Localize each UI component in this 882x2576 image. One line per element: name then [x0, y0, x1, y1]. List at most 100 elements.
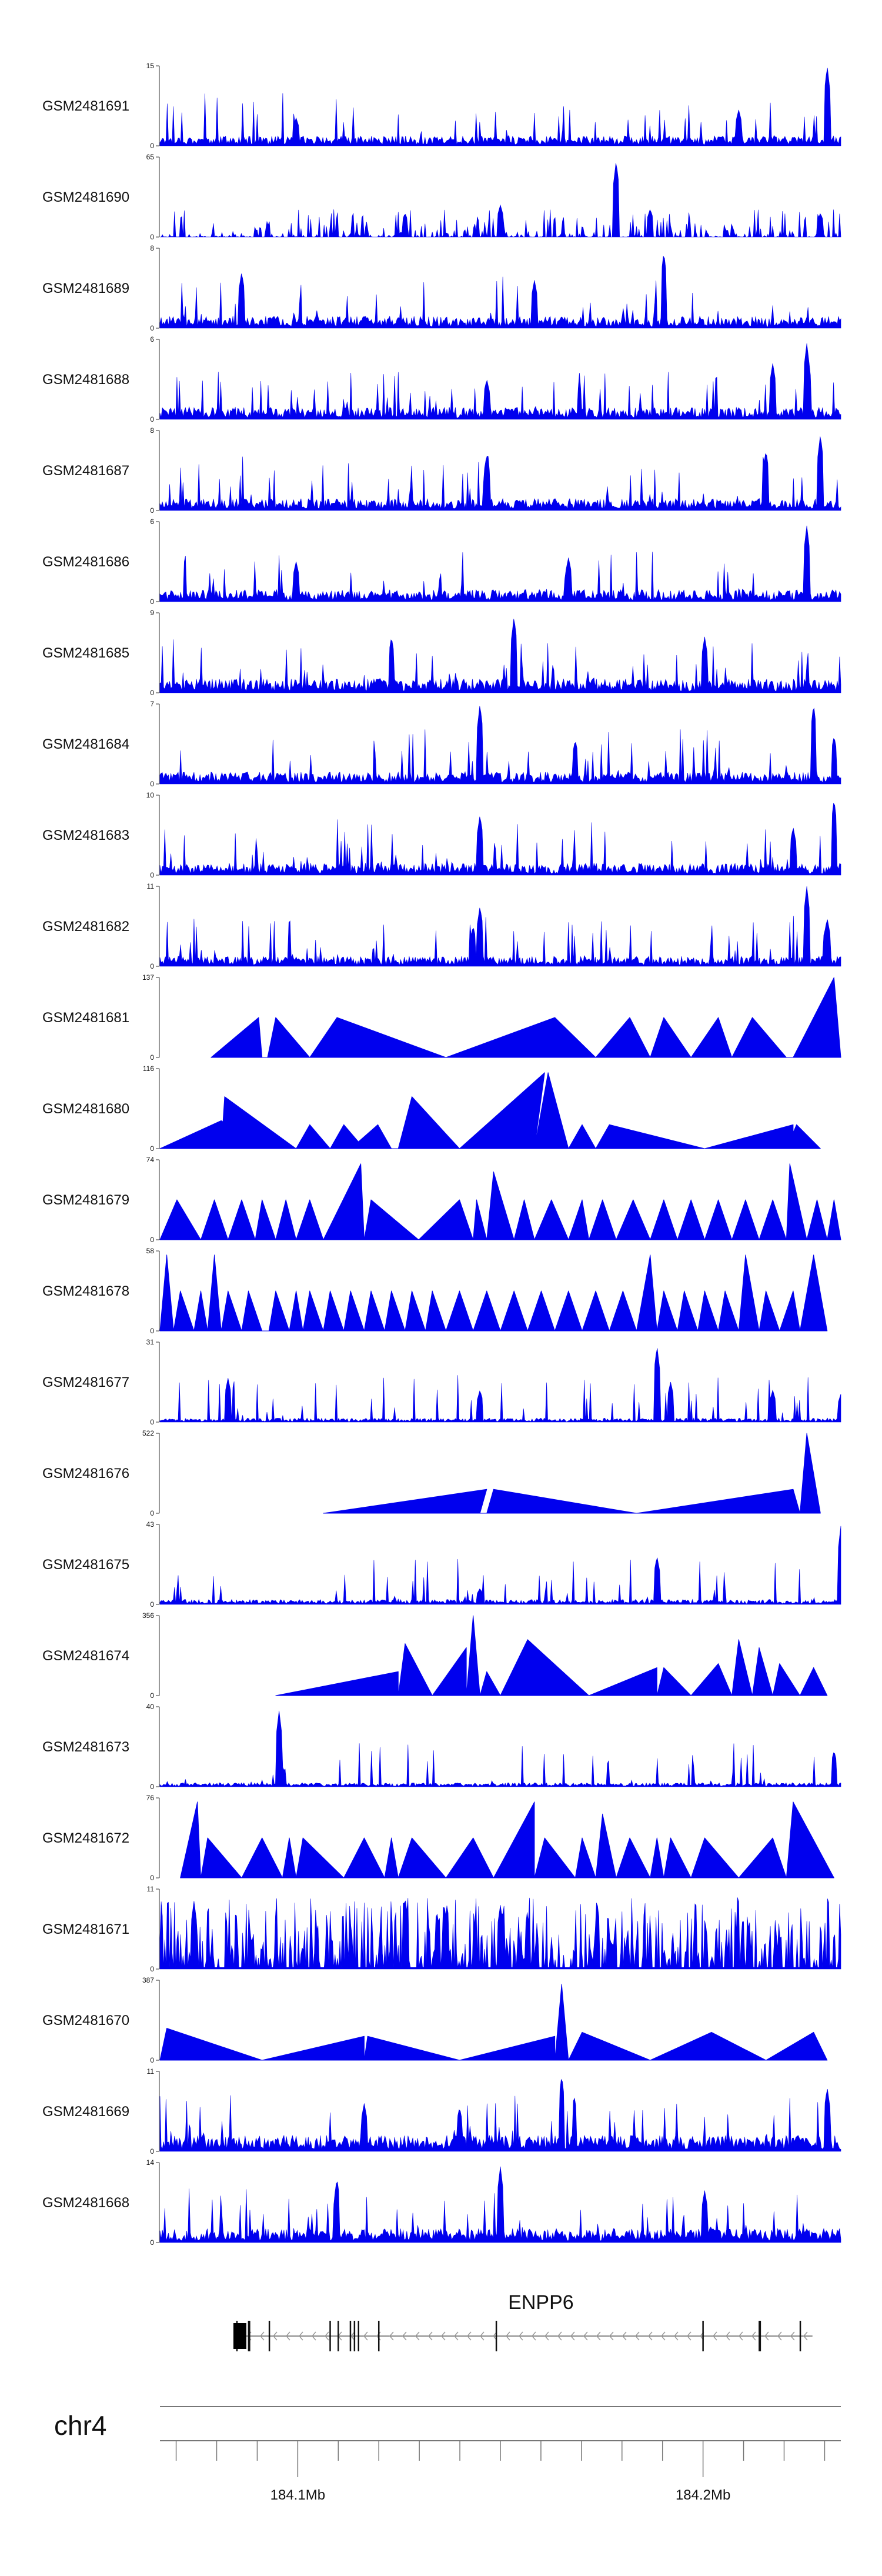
coverage-area	[159, 1163, 841, 1240]
y-min-label: 0	[150, 2147, 154, 2155]
y-max-label: 116	[143, 1065, 154, 1073]
coverage-area	[159, 1710, 841, 1787]
y-max-label: 10	[146, 791, 155, 799]
track-label: GSM2481673	[42, 1739, 129, 1755]
y-max-label: 137	[142, 973, 154, 982]
chromosome-label: chr4	[54, 2410, 106, 2441]
coverage-area	[159, 1254, 828, 1332]
y-max-label: 8	[150, 244, 154, 252]
strand-arrow	[415, 2331, 420, 2341]
track-GSM2481686: GSM2481686 6 0	[42, 518, 841, 606]
strand-arrow	[790, 2331, 795, 2341]
track-label: GSM2481670	[42, 2013, 129, 2028]
y-min-label: 0	[150, 324, 154, 332]
coverage-area	[159, 1526, 841, 1605]
y-min-label: 0	[150, 2056, 154, 2064]
x-tick-label: 184.1Mb	[270, 2487, 325, 2503]
track-GSM2481689: GSM2481689 8 0	[42, 244, 841, 332]
y-max-label: 65	[146, 153, 155, 161]
y-max-label: 8	[150, 426, 154, 435]
coverage-area	[159, 68, 841, 146]
y-min-label: 0	[150, 598, 154, 606]
strand-arrow	[272, 2331, 278, 2341]
strand-arrow	[764, 2331, 769, 2341]
coverage-area	[275, 1615, 828, 1696]
track-GSM2481669: GSM2481669 11 0	[42, 2067, 841, 2155]
y-min-label: 0	[150, 142, 154, 150]
y-min-label: 0	[150, 1236, 154, 1244]
y-min-label: 0	[150, 871, 154, 879]
track-GSM2481688: GSM2481688 6 0	[42, 335, 841, 423]
strand-arrow	[389, 2331, 394, 2341]
track-label: GSM2481671	[42, 1921, 129, 1937]
track-GSM2481690: GSM2481690 65 0	[42, 153, 841, 241]
y-min-label: 0	[150, 1600, 154, 1609]
y-max-label: 387	[142, 1976, 154, 1984]
coverage-area	[323, 1433, 821, 1514]
track-GSM2481679: GSM2481679 74 0	[42, 1156, 841, 1244]
track-GSM2481668: GSM2481668 14 0	[42, 2158, 841, 2247]
strand-arrow	[402, 2331, 407, 2341]
track-label: GSM2481691	[42, 98, 129, 114]
coverage-area	[159, 2078, 841, 2152]
coverage-area	[159, 255, 841, 329]
strand-arrow	[298, 2331, 303, 2341]
track-GSM2481671: GSM2481671 11 0	[42, 1885, 841, 1973]
chromosome-ideogram: chr4	[54, 2406, 841, 2441]
strand-arrow	[466, 2331, 472, 2341]
track-GSM2481683: GSM2481683 10 0	[42, 791, 841, 879]
y-min-label: 0	[150, 780, 154, 788]
track-GSM2481682: GSM2481682 11 0	[42, 882, 841, 970]
strand-arrow	[622, 2331, 627, 2341]
track-label: GSM2481686	[42, 554, 129, 570]
track-GSM2481681: GSM2481681 137 0	[42, 973, 841, 1062]
strand-arrow	[660, 2331, 666, 2341]
track-label: GSM2481676	[42, 1466, 129, 1481]
track-GSM2481677: GSM2481677 31 0	[42, 1338, 841, 1426]
y-min-label: 0	[150, 506, 154, 515]
strand-arrow	[324, 2331, 329, 2341]
coverage-area	[159, 2166, 841, 2243]
tracks-group: GSM2481691150GSM2481690650GSM248168980GS…	[42, 62, 841, 2247]
y-max-label: 43	[146, 1520, 155, 1529]
strand-arrow	[725, 2331, 730, 2341]
strand-arrow	[479, 2331, 485, 2341]
gene-name-label: ENPP6	[508, 2291, 574, 2314]
y-max-label: 15	[146, 62, 155, 70]
coverage-area	[159, 1897, 841, 1970]
coverage-area	[211, 977, 841, 1058]
track-label: GSM2481681	[42, 1010, 129, 1026]
coverage-area	[159, 1984, 828, 2061]
y-max-label: 76	[146, 1794, 155, 1802]
y-max-label: 31	[146, 1338, 155, 1346]
y-min-label: 0	[150, 1965, 154, 1973]
y-max-label: 11	[147, 882, 155, 890]
y-max-label: 522	[142, 1429, 154, 1437]
coverage-area	[159, 1348, 841, 1423]
track-label: GSM2481669	[42, 2104, 129, 2120]
track-GSM2481672: GSM2481672 76 0	[42, 1794, 834, 1882]
strand-arrow	[544, 2331, 549, 2341]
y-max-label: 6	[150, 335, 154, 343]
y-max-label: 6	[150, 518, 154, 526]
strand-arrow	[634, 2331, 640, 2341]
track-GSM2481685: GSM2481685 9 0	[42, 609, 841, 697]
track-label: GSM2481679	[42, 1192, 129, 1208]
strand-arrow	[557, 2331, 562, 2341]
y-min-label: 0	[150, 1874, 154, 1882]
track-label: GSM2481683	[42, 827, 129, 843]
track-label: GSM2481677	[42, 1374, 129, 1390]
y-max-label: 74	[146, 1156, 155, 1164]
strand-arrow	[285, 2331, 290, 2341]
strand-arrow	[609, 2331, 614, 2341]
strand-arrow	[427, 2331, 433, 2341]
coverage-area	[159, 1072, 821, 1149]
track-label: GSM2481684	[42, 736, 129, 752]
coverage-area	[159, 525, 841, 602]
y-max-label: 11	[147, 2067, 155, 2076]
y-min-label: 0	[150, 1053, 154, 1062]
x-tick-label: 184.2Mb	[676, 2487, 730, 2503]
track-label: GSM2481685	[42, 645, 129, 661]
track-GSM2481675: GSM2481675 43 0	[42, 1520, 841, 1609]
y-min-label: 0	[150, 962, 154, 970]
